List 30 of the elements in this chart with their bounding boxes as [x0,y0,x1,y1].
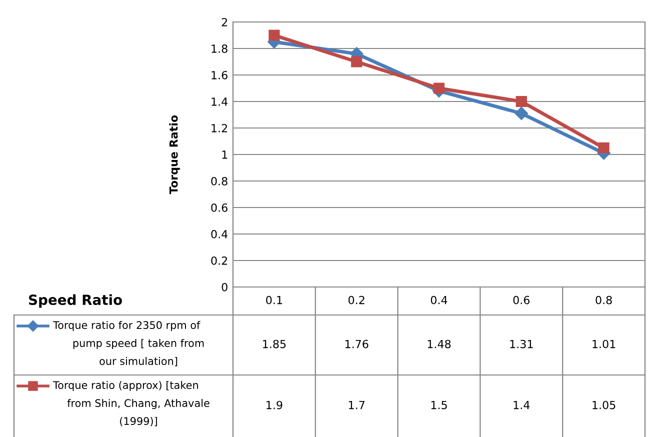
y-tick-label: 0 [222,282,228,292]
data-label: 1.76 [345,340,368,348]
legend-label: Torque ratio (approx) [taken from Shin, Chang, Athavale (1999)] [52,380,210,426]
data-label: 1.9 [266,400,282,410]
data-label: 1.01 [592,340,616,348]
data-label: 1.31 [510,340,533,348]
y-tick-label: 0.2 [211,256,228,265]
y-axis-title: Torque Ratio [169,115,180,194]
x-tick-label: 0.1 [266,296,282,304]
y-tick-label: 1 [222,150,228,159]
y-tick-label: 1.2 [212,124,228,132]
data-label: 1.7 [348,400,364,410]
data-label: 1.05 [592,400,616,410]
legend-label: Torque ratio for 2350 rpm of pump speed [ taken from our simulation] [52,320,204,366]
data-label: 1.48 [428,340,451,348]
y-tick-label: 1.4 [212,98,228,106]
y-tick-label: 1.8 [212,44,228,53]
y-tick-label: 0.4 [211,230,228,238]
y-tick-label: 1.6 [212,70,228,80]
y-tick-label: 0.8 [211,176,228,186]
data-label: 1.5 [431,400,447,410]
text: Speed Ratio [28,294,122,308]
x-tick-label: 0.4 [430,296,448,304]
data-label: 1.85 [263,340,286,348]
y-tick-label: 2 [222,18,228,26]
y-tick-label: 0.6 [211,203,228,212]
data-label: 1.4 [514,400,530,410]
x-tick-label: 0.6 [513,296,530,304]
x-tick-label: 0.2 [348,296,364,304]
x-tick-label: 0.8 [596,296,612,304]
